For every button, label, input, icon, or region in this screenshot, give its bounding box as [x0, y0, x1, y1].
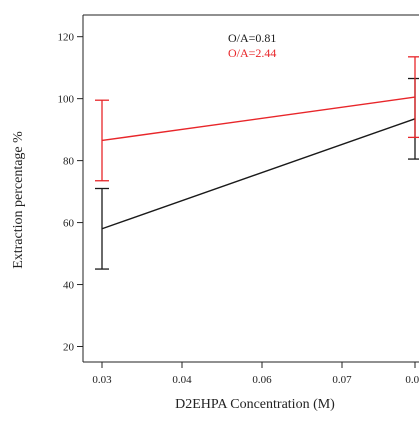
plot-frame	[82, 14, 419, 363]
y-axis: 20 40 60 80 100 120	[58, 32, 83, 354]
series-2	[95, 56, 419, 182]
y-tick-label: 100	[58, 94, 75, 106]
x-tick-label: 0.04	[172, 374, 192, 386]
series-line	[101, 118, 416, 230]
x-tick-label: 0.03	[92, 374, 112, 386]
series-line	[101, 96, 416, 142]
y-tick-label: 20	[63, 342, 75, 354]
x-axis-title: D2EHPA Concentration (M)	[175, 397, 335, 412]
x-tick-label: 0.06	[252, 374, 272, 386]
series-1	[95, 77, 419, 270]
x-tick-label: 0.07	[332, 374, 352, 386]
series-layer	[95, 56, 419, 270]
y-tick-label: 60	[63, 218, 75, 230]
x-tick-label: 0.08	[405, 374, 419, 386]
y-tick-label: 80	[63, 156, 75, 168]
y-tick-label: 120	[58, 32, 75, 44]
legend-entry: O/A=2.44	[228, 46, 276, 60]
legend: O/A=0.81O/A=2.44	[228, 31, 276, 60]
legend-entry: O/A=0.81	[228, 31, 276, 45]
y-axis-title: Extraction percentage %	[11, 131, 26, 269]
y-tick-label: 40	[63, 280, 75, 292]
x-axis: 0.03 0.04 0.06 0.07 0.08	[92, 362, 419, 386]
